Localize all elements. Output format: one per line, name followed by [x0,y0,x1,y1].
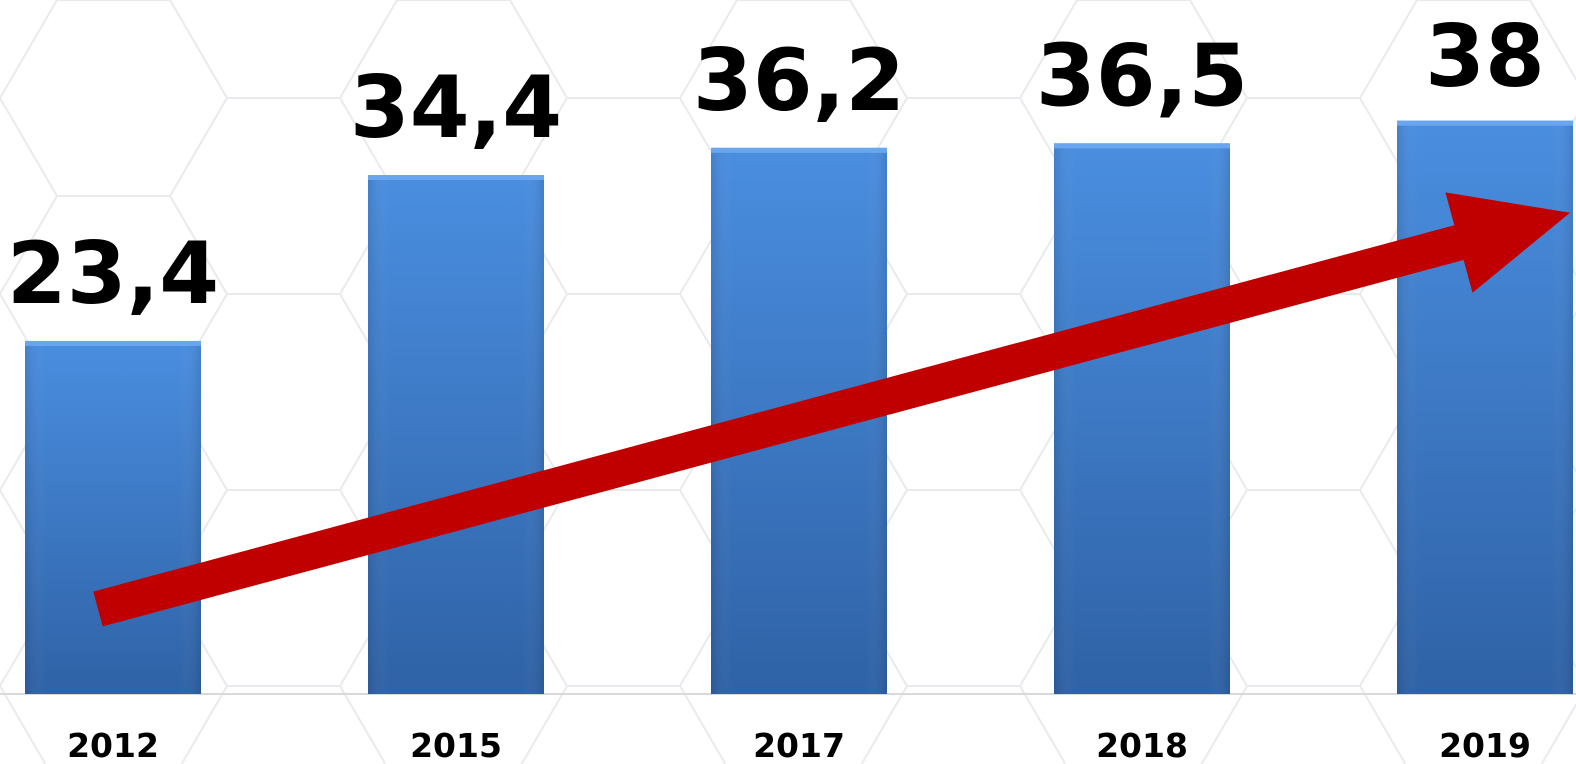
data-labels-layer: 23,4 34,4 36,2 36,5 38 [7,7,1545,324]
data-label-2012: 23,4 [7,224,219,324]
x-tick-label-2019: 2019 [1439,726,1531,764]
data-label-2015: 34,4 [350,58,562,158]
data-label-2018: 36,5 [1036,26,1248,126]
x-tick-label-2015: 2015 [410,726,502,764]
bar-2018 [1054,143,1230,695]
trend-arrow [93,192,1570,627]
bar-2015 [368,175,544,695]
bars-layer [25,120,1573,695]
x-tick-label-2017: 2017 [753,726,845,764]
x-tick-labels-layer: 2012 2015 2017 2018 2019 [67,726,1531,764]
data-label-2019: 38 [1425,7,1545,107]
x-tick-label-2018: 2018 [1096,726,1188,764]
x-tick-label-2012: 2012 [67,726,159,764]
bar-2012 [25,340,201,694]
data-label-2017: 36,2 [693,31,905,131]
